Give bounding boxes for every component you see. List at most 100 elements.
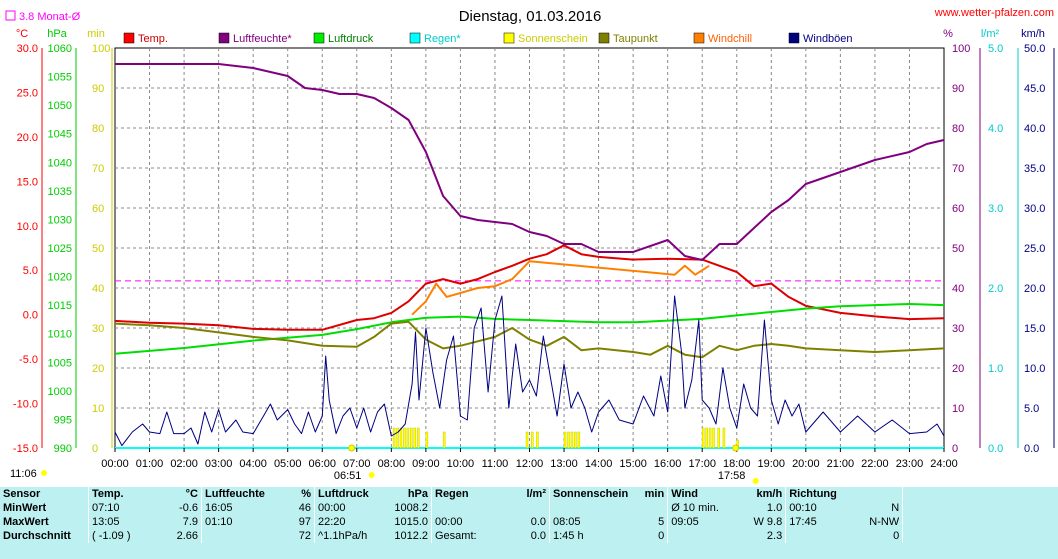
x-axis-tick: 15:00 bbox=[619, 458, 647, 470]
hdr-sensor: Sensor bbox=[3, 488, 41, 500]
hdr-temp: Temp. bbox=[88, 487, 145, 501]
hdr-wind-unit: km/h bbox=[756, 488, 783, 500]
legend: Temp. Luftfeuchte* Luftdruck Regen* Sonnensc… bbox=[123, 32, 853, 45]
hdr-sun: Sonnenschein bbox=[549, 487, 632, 501]
wind-axis-tick: 35.0 bbox=[1024, 163, 1045, 175]
x-axis-tick: 18:00 bbox=[723, 458, 751, 470]
legend-label: Luftfeuchte* bbox=[233, 33, 292, 45]
x-axis-tick: 06:00 bbox=[308, 458, 336, 470]
legend-swatch bbox=[409, 32, 421, 44]
x-axis-tick: 01:00 bbox=[136, 458, 164, 470]
rain-axis-tick: 5.0 bbox=[988, 43, 1003, 55]
sunshine-axis-tick: 60 bbox=[92, 203, 104, 215]
sunshine-axis-tick: 70 bbox=[92, 163, 104, 175]
rain-axis-unit: l/m² bbox=[981, 28, 1000, 40]
x-axis-tick: 16:00 bbox=[654, 458, 682, 470]
humidity-axis-tick: 70 bbox=[952, 163, 964, 175]
monthly-avg-legend-box bbox=[5, 10, 16, 21]
pressure-axis-tick: 1015 bbox=[48, 300, 72, 312]
sunshine-bar bbox=[722, 427, 726, 449]
legend-label: Windchill bbox=[708, 33, 752, 45]
sunset-icon bbox=[752, 478, 759, 484]
humidity-axis-tick: 100 bbox=[952, 43, 970, 55]
sunshine-axis-tick: 30 bbox=[92, 323, 104, 335]
humidity-axis-tick: 90 bbox=[952, 83, 964, 95]
humidity-axis-tick: 0 bbox=[952, 443, 958, 455]
sunshine-bar bbox=[563, 431, 567, 449]
hdr-hum-unit: % bbox=[301, 488, 311, 500]
hdr-wind: Wind bbox=[667, 487, 730, 501]
x-axis-tick: 19:00 bbox=[758, 458, 786, 470]
legend-swatch bbox=[693, 32, 705, 44]
pressure-axis-tick: 990 bbox=[54, 443, 72, 455]
hdr-sun-unit: min bbox=[644, 488, 665, 500]
pressure-axis-unit: hPa bbox=[47, 28, 67, 40]
humidity-axis-tick: 30 bbox=[952, 323, 964, 335]
series-line-2 bbox=[114, 303, 945, 355]
legend-label: Sonnenschein bbox=[518, 33, 588, 45]
x-axis-tick: 05:00 bbox=[274, 458, 302, 470]
x-axis-tick: 14:00 bbox=[585, 458, 613, 470]
hdr-hum: Luftfeuchte bbox=[201, 487, 268, 501]
sunrise-label: 06:51 bbox=[334, 470, 362, 482]
hdr-rain-unit: l/m² bbox=[526, 488, 546, 500]
sunshine-bar bbox=[712, 427, 715, 449]
rain-axis-tick: 3.0 bbox=[988, 203, 1003, 215]
temp-axis-tick: 0.0 bbox=[23, 310, 38, 322]
sunshine-axis-tick: 10 bbox=[92, 403, 104, 415]
legend-label: Regen* bbox=[424, 33, 461, 45]
series-line-3 bbox=[114, 320, 945, 359]
temp-axis-tick: 30.0 bbox=[17, 43, 38, 55]
temp-axis-tick: 5.0 bbox=[23, 265, 38, 277]
sunshine-axis-tick: 80 bbox=[92, 123, 104, 135]
sunshine-bar bbox=[717, 427, 721, 449]
humidity-axis-tick: 50 bbox=[952, 243, 964, 255]
sunshine-bar bbox=[399, 427, 403, 449]
legend-swatch bbox=[218, 32, 230, 44]
sunshine-bar bbox=[406, 427, 410, 449]
legend-swatch bbox=[123, 32, 135, 44]
sunshine-axis-tick: 0 bbox=[92, 443, 98, 455]
stats-row-avg: Durchschnitt ( -1.09 ) 2.66 72 ^1.1hPa/h… bbox=[0, 529, 1040, 543]
x-axis-tick: 00:00 bbox=[101, 458, 129, 470]
x-axis-tick: 17:00 bbox=[688, 458, 716, 470]
sunshine-bar bbox=[708, 427, 712, 449]
pressure-axis-tick: 1050 bbox=[48, 100, 72, 112]
series-line-0 bbox=[114, 244, 945, 331]
x-axis-tick: 24:00 bbox=[930, 458, 958, 470]
pressure-axis-tick: 1005 bbox=[48, 357, 72, 369]
rain-axis-tick: 4.0 bbox=[988, 123, 1003, 135]
sunshine-axis-tick: 40 bbox=[92, 283, 104, 295]
legend-label: Windböen bbox=[803, 33, 853, 45]
sunshine-bar bbox=[574, 431, 577, 449]
sunset-marker bbox=[732, 444, 740, 452]
stats-row-max: MaxWert 13:05 7.9 01:10 97 22:20 1015.0 … bbox=[0, 515, 1040, 529]
wind-axis-tick: 20.0 bbox=[1024, 283, 1045, 295]
hdr-temp-unit: °C bbox=[185, 488, 198, 500]
legend-swatch bbox=[313, 32, 325, 44]
legend-label: Taupunkt bbox=[613, 33, 658, 45]
stats-row-min: MinWert 07:10 -0.6 16:05 46 00:00 1008.2… bbox=[0, 501, 1040, 515]
x-axis-tick: 13:00 bbox=[550, 458, 578, 470]
pressure-axis-tick: 1060 bbox=[48, 43, 72, 55]
sunrise-marker bbox=[348, 444, 356, 452]
legend-label: Temp. bbox=[138, 33, 168, 45]
sunrise-icon bbox=[368, 472, 375, 478]
humidity-axis-tick: 60 bbox=[952, 203, 964, 215]
series-line-5 bbox=[114, 295, 945, 447]
humidity-axis-tick: 20 bbox=[952, 363, 964, 375]
sunshine-bar bbox=[577, 431, 581, 449]
pressure-axis-tick: 1010 bbox=[48, 329, 72, 341]
x-axis-tick: 03:00 bbox=[205, 458, 233, 470]
x-axis-tick: 12:00 bbox=[516, 458, 544, 470]
humidity-axis-tick: 10 bbox=[952, 403, 964, 415]
sunshine-bar bbox=[530, 431, 534, 449]
stats-table: Sensor Temp. °C Luftfeuchte % Luftdruck … bbox=[0, 487, 1040, 543]
series-line-1 bbox=[115, 63, 945, 261]
wind-axis-tick: 40.0 bbox=[1024, 123, 1045, 135]
sunshine-bar bbox=[410, 427, 413, 449]
wind-axis-tick: 5.0 bbox=[1024, 403, 1039, 415]
wind-axis-tick: 45.0 bbox=[1024, 83, 1045, 95]
legend-label: Luftdruck bbox=[328, 33, 374, 45]
hdr-press-unit: hPa bbox=[407, 488, 428, 500]
